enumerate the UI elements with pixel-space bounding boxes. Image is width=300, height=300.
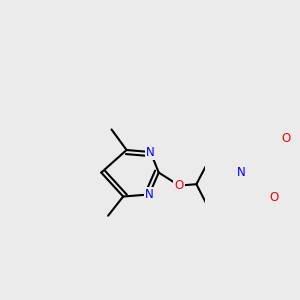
Text: N: N bbox=[236, 166, 245, 179]
Text: O: O bbox=[175, 179, 184, 192]
Text: O: O bbox=[281, 132, 291, 145]
Text: N: N bbox=[145, 188, 154, 201]
Text: N: N bbox=[146, 146, 155, 159]
Text: O: O bbox=[269, 191, 278, 204]
